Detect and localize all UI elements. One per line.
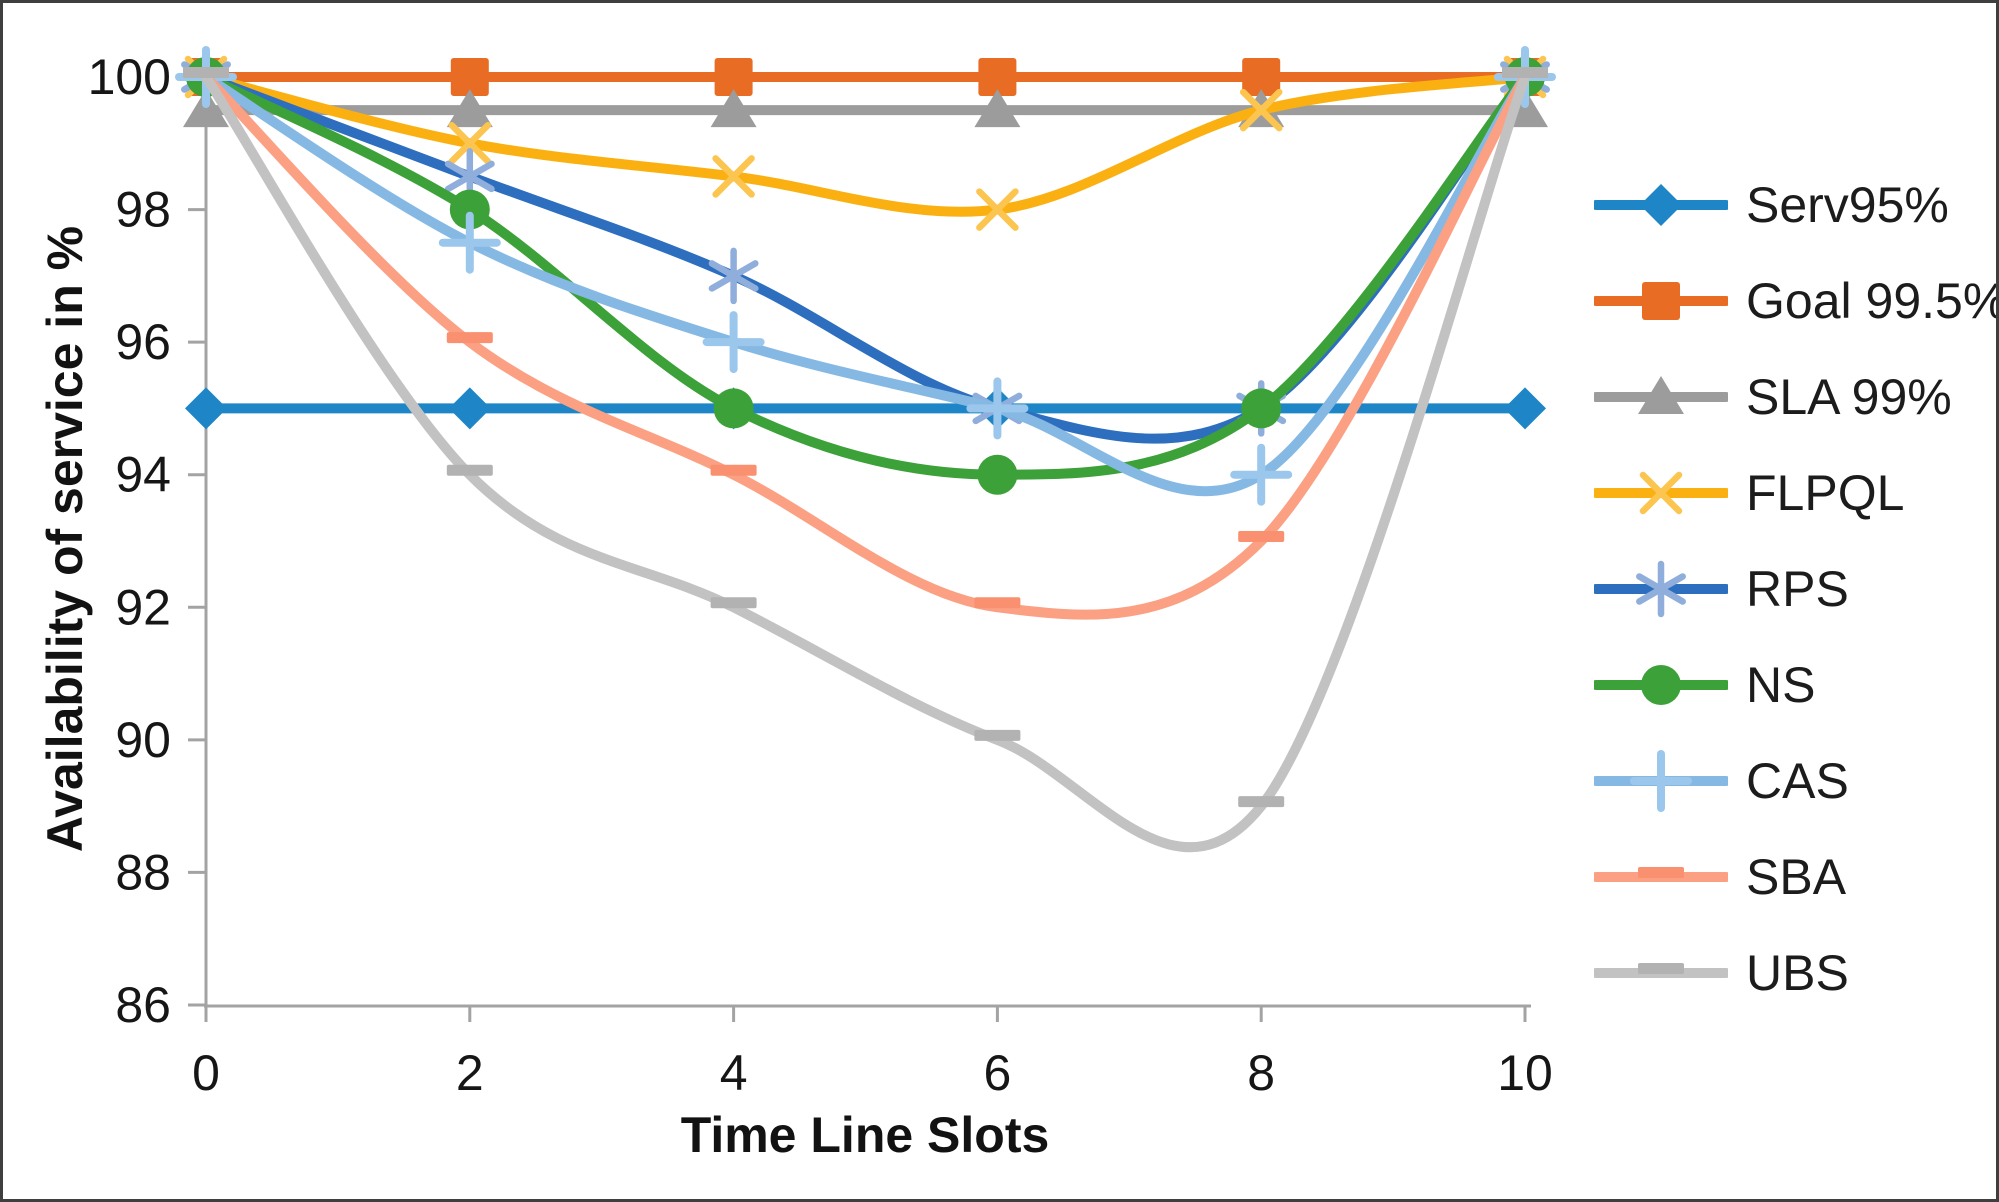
legend-marker-sba-icon: [1638, 867, 1684, 878]
series-marker-ns: [1241, 388, 1282, 429]
chart-plot: 86 88 90 92 94 96 98 100 0 2 4 6 8 10: [88, 46, 1556, 1101]
legend-label: SBA: [1746, 849, 1847, 905]
series-marker-sba: [710, 464, 757, 476]
series-marker-goal-99-5: [1242, 58, 1281, 96]
series-marker-goal-99-5: [714, 58, 753, 96]
series-marker-ns: [449, 189, 490, 230]
legend: Serv95% Goal 99.5% SLA 99% FLPQL RPS NS CAS SBA…: [1594, 3, 1999, 1199]
legend-marker-goal-99-5-icon: [1642, 282, 1680, 320]
y-tick-label: 100: [88, 49, 171, 105]
legend-swatch-ns-icon: [1594, 665, 1728, 705]
series-line-flpql: [201, 72, 1530, 217]
series-marker-sla-99: [183, 89, 229, 128]
series-marker-serv95: [185, 387, 227, 430]
series-marker-goal-99-5: [978, 58, 1017, 96]
y-tick-label: 90: [115, 712, 171, 768]
legend-item-ns: NS: [1594, 653, 1815, 717]
legend-item-flpql: FLPQL: [1594, 461, 1904, 525]
series-marker-sba: [974, 597, 1021, 609]
series-line-ubs: [201, 72, 1530, 853]
legend-swatch-cas-icon: [1594, 750, 1728, 812]
x-tick-label: 10: [1497, 1045, 1553, 1101]
legend-label: Goal 99.5%: [1746, 273, 1999, 329]
legend-swatch-serv95-icon: [1594, 184, 1728, 226]
legend-swatch-sla-99-icon: [1594, 376, 1728, 414]
legend-marker-ns-icon: [1641, 665, 1681, 705]
legend-item-sba: SBA: [1594, 845, 1846, 909]
legend-marker-flpql-icon: [1639, 471, 1683, 515]
y-tick-label: 88: [115, 844, 171, 900]
legend-label: RPS: [1746, 561, 1849, 617]
legend-marker-ubs-icon: [1638, 963, 1684, 974]
series-marker-ubs: [446, 464, 493, 476]
series-line-sba: [201, 72, 1530, 620]
series-marker-sla-99: [446, 89, 493, 128]
series-marker-flpql: [976, 188, 1019, 231]
y-tick-label: 86: [115, 977, 171, 1033]
series-marker-ubs: [1238, 796, 1285, 808]
legend-swatch-flpql-icon: [1594, 471, 1728, 515]
x-tick-label: 2: [456, 1045, 484, 1101]
legend-label: NS: [1746, 657, 1816, 713]
legend-item-serv95: Serv95%: [1594, 173, 1949, 237]
x-tick-label: 4: [720, 1045, 748, 1101]
series-marker-goal-99-5: [450, 58, 489, 96]
x-tick-label: 8: [1247, 1045, 1275, 1101]
series-marker-flpql: [448, 122, 492, 165]
series-marker-ubs: [183, 67, 229, 78]
series-line-ns: [201, 72, 1530, 480]
series-line-cas: [201, 72, 1530, 497]
legend-item-ubs: UBS: [1594, 941, 1849, 1005]
legend-label: SLA 99%: [1746, 369, 1952, 425]
x-tick-label: 0: [192, 1045, 220, 1101]
legend-item-rps: RPS: [1594, 557, 1849, 621]
series-marker-ubs: [974, 729, 1021, 741]
series-marker-ns: [713, 388, 754, 429]
series-marker-serv95: [1504, 387, 1546, 430]
x-axis-title: Time Line Slots: [680, 1107, 1050, 1163]
legend-marker-serv95-icon: [1640, 184, 1682, 226]
legend-item-sla-99: SLA 99%: [1594, 365, 1952, 429]
series-marker-sla-99: [710, 89, 757, 128]
series-marker-ns: [977, 454, 1018, 495]
y-tick-label: 98: [115, 182, 171, 238]
series-marker-sba: [446, 332, 493, 344]
series-marker-sla-99: [974, 89, 1021, 128]
legend-label: Serv95%: [1746, 177, 1949, 233]
legend-swatch-sba-icon: [1594, 867, 1728, 882]
legend-swatch-goal-99-5-icon: [1594, 282, 1728, 320]
series-marker-ubs: [710, 597, 757, 609]
series-marker-serv95: [448, 387, 491, 430]
legend-marker-sla-99-icon: [1638, 376, 1684, 414]
series-marker-flpql: [712, 155, 755, 198]
y-tick-label: 92: [115, 579, 171, 635]
series-marker-flpql: [1239, 88, 1283, 132]
legend-marker-rps-icon: [1636, 573, 1686, 605]
legend-label: FLPQL: [1746, 465, 1905, 521]
series-marker-rps: [444, 160, 495, 193]
y-tick-label: 94: [115, 447, 171, 503]
legend-swatch-rps-icon: [1594, 560, 1728, 618]
series-marker-sba: [1238, 531, 1285, 542]
legend-item-goal-99-5: Goal 99.5%: [1594, 269, 1999, 333]
series-marker-ubs: [1502, 67, 1548, 78]
legend-swatch-ubs-icon: [1594, 963, 1728, 978]
y-tick-label: 96: [115, 314, 171, 370]
legend-label: UBS: [1746, 945, 1849, 1001]
legend-label: CAS: [1746, 753, 1849, 809]
series-marker-rps: [708, 260, 759, 292]
y-axis-title: Availability of service in %: [37, 225, 93, 853]
x-tick-label: 6: [983, 1045, 1011, 1101]
legend-item-cas: CAS: [1594, 749, 1849, 813]
